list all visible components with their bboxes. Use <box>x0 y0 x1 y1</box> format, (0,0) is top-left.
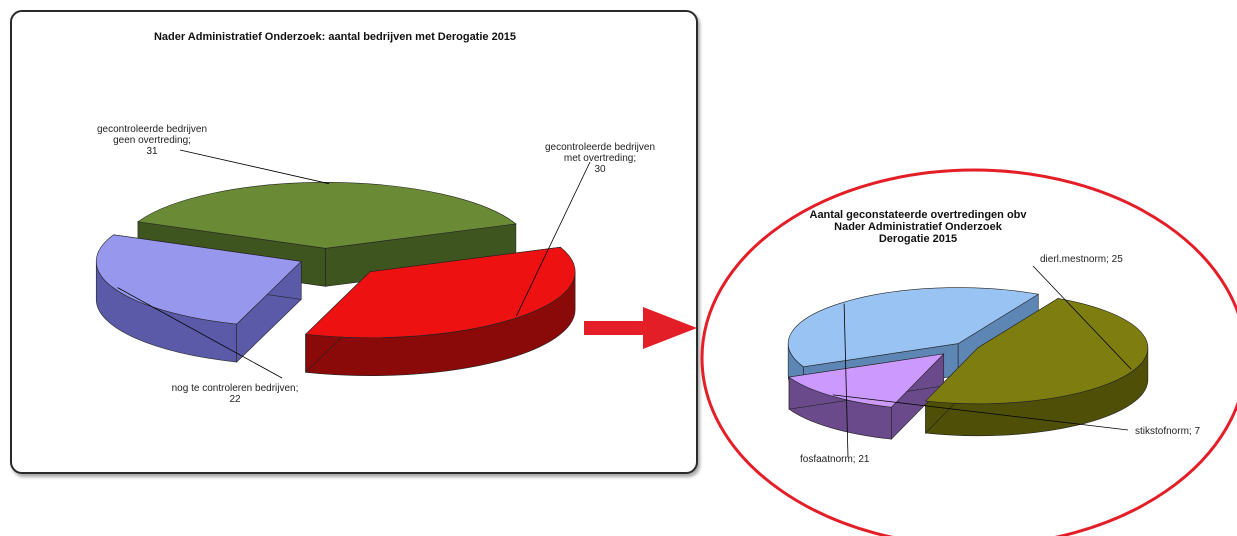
leader-line <box>832 394 1129 431</box>
pie-slice <box>924 298 1149 405</box>
leader-line <box>117 287 283 379</box>
leader-line <box>1032 265 1132 370</box>
pie-slice <box>304 246 576 338</box>
pie-slice <box>137 182 517 249</box>
leader-line <box>843 303 849 458</box>
slice-label: dierl.mestnorm; 25 <box>1040 254 1123 265</box>
slice-label: gecontroleerde bedrijven geen overtreding… <box>97 124 207 157</box>
leader-line <box>179 149 330 185</box>
pie-slice <box>95 234 302 325</box>
chart-title: Aantal geconstateerde overtredingen obv N… <box>810 209 1028 245</box>
pie-slice <box>787 287 1040 368</box>
chart-title: Nader Administratief Onderzoek: aantal b… <box>154 31 516 43</box>
leader-line <box>516 161 591 317</box>
highlight-ring <box>700 168 1237 536</box>
slice-label: fosfaatnorm; 21 <box>800 454 870 465</box>
arrow-icon <box>584 307 697 349</box>
slice-label: gecontroleerde bedrijven met overtreding;… <box>545 142 655 175</box>
slice-label: nog te controleren bedrijven; 22 <box>172 383 299 405</box>
pie-slice <box>788 353 945 408</box>
slice-label: stikstofnorm; 7 <box>1135 426 1200 437</box>
